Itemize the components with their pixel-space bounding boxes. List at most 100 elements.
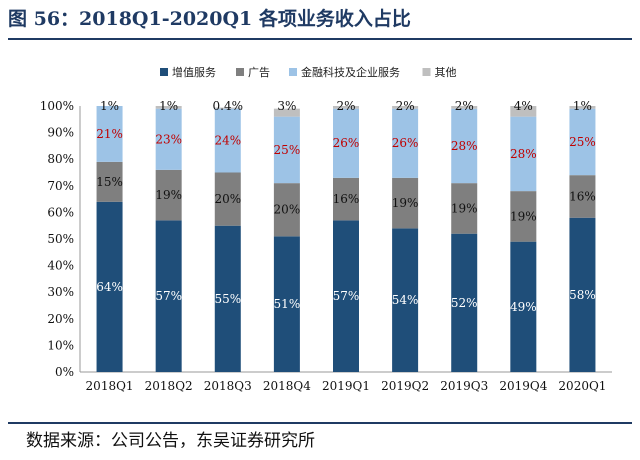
data-label: 28% bbox=[510, 147, 537, 161]
bar-segment bbox=[333, 177, 359, 221]
data-label: 3% bbox=[277, 99, 296, 113]
y-tick-label: 50% bbox=[47, 232, 74, 246]
x-tick-label: 2018Q2 bbox=[145, 379, 193, 393]
bar-segment bbox=[214, 107, 241, 109]
bar-segment bbox=[510, 191, 537, 242]
bar-segment bbox=[510, 106, 537, 117]
y-tick-label: 40% bbox=[47, 259, 74, 273]
data-label: 52% bbox=[451, 296, 478, 310]
y-tick-label: 10% bbox=[47, 338, 74, 352]
bar-segment bbox=[569, 108, 596, 176]
bar-segment bbox=[392, 228, 419, 372]
x-tick-label: 2018Q1 bbox=[86, 379, 134, 393]
bar-segment bbox=[510, 116, 537, 192]
y-tick-label: 20% bbox=[47, 312, 74, 326]
data-label: 21% bbox=[96, 127, 123, 141]
bar-segment bbox=[451, 183, 478, 234]
data-label: 0.4% bbox=[213, 99, 244, 113]
data-label: 19% bbox=[392, 196, 419, 210]
bar-segment bbox=[155, 220, 182, 372]
footer-divider bbox=[8, 422, 632, 424]
data-label: 57% bbox=[333, 289, 360, 303]
bar-segment bbox=[451, 233, 478, 372]
bar-segment bbox=[273, 183, 300, 237]
data-label: 20% bbox=[274, 203, 301, 217]
data-label: 26% bbox=[333, 136, 360, 150]
data-label: 15% bbox=[96, 175, 123, 189]
bar-segment bbox=[333, 106, 359, 109]
bar-segment bbox=[392, 177, 419, 229]
x-tick-label: 2020Q1 bbox=[558, 379, 606, 393]
bar-segment bbox=[569, 175, 596, 218]
data-label: 54% bbox=[392, 293, 419, 307]
data-label: 19% bbox=[451, 201, 478, 215]
data-label: 2% bbox=[396, 99, 415, 113]
y-tick-label: 70% bbox=[47, 179, 74, 193]
data-label: 58% bbox=[569, 288, 596, 302]
x-tick-label: 2019Q2 bbox=[381, 379, 429, 393]
title-divider bbox=[8, 38, 632, 40]
bar-segment bbox=[214, 225, 241, 372]
bar-segment bbox=[214, 108, 241, 173]
bar-segment bbox=[569, 217, 596, 372]
y-tick-label: 60% bbox=[47, 205, 74, 219]
bar-segment bbox=[273, 236, 300, 372]
bar-segment bbox=[96, 161, 123, 202]
x-tick-label: 2018Q4 bbox=[263, 379, 311, 393]
stacked-bar-chart: 增值服务 广告 金融科技及企业服务 其他 0% 10% 20% 30% 40% 50% 60% 70%… bbox=[40, 65, 612, 393]
legend-swatch-0 bbox=[160, 68, 168, 76]
bar-segment bbox=[451, 106, 478, 109]
bar-segment bbox=[155, 108, 182, 170]
bar-segment bbox=[214, 172, 241, 226]
legend-label-0: 增值服务 bbox=[172, 65, 216, 79]
data-label: 20% bbox=[214, 192, 241, 206]
data-label: 23% bbox=[155, 132, 182, 146]
bar-segment bbox=[510, 241, 537, 372]
y-tick-label: 80% bbox=[47, 152, 74, 166]
source-note: 数据来源：公司公告，东吴证券研究所 bbox=[26, 431, 315, 451]
bar-segment bbox=[333, 108, 359, 178]
bar-segment bbox=[451, 108, 478, 184]
data-label: 2% bbox=[455, 99, 474, 113]
legend-swatch-1 bbox=[236, 68, 244, 76]
data-label: 25% bbox=[569, 135, 596, 149]
bar-segment bbox=[155, 169, 182, 221]
data-label: 26% bbox=[392, 136, 419, 150]
y-tick-label: 100% bbox=[40, 99, 74, 113]
data-label: 24% bbox=[214, 134, 241, 148]
legend-label-1: 广告 bbox=[248, 66, 270, 79]
bar-segment bbox=[96, 106, 123, 162]
bar-segment bbox=[273, 116, 300, 184]
data-label: 64% bbox=[96, 280, 123, 294]
legend-label-3: 其他 bbox=[435, 66, 457, 79]
data-label: 28% bbox=[451, 139, 478, 153]
data-label: 57% bbox=[155, 289, 182, 303]
data-label: 2% bbox=[336, 99, 355, 113]
bar-segment bbox=[96, 201, 123, 372]
bar-segment bbox=[569, 106, 596, 109]
bar-segment bbox=[392, 108, 419, 178]
x-tick-label: 2018Q3 bbox=[204, 379, 252, 393]
y-tick-label: 0% bbox=[55, 365, 74, 379]
y-tick-label: 90% bbox=[47, 126, 74, 140]
bar-segment bbox=[155, 106, 182, 109]
data-label: 19% bbox=[155, 188, 182, 202]
legend-swatch-2 bbox=[289, 68, 297, 76]
data-label: 1% bbox=[573, 99, 592, 113]
bar-segment bbox=[273, 108, 300, 117]
data-label: 1% bbox=[159, 99, 178, 113]
bar-segment bbox=[392, 106, 419, 109]
data-label: 16% bbox=[333, 192, 360, 206]
data-label: 49% bbox=[510, 300, 537, 314]
data-label: 55% bbox=[214, 292, 241, 306]
data-label: 16% bbox=[569, 189, 596, 203]
chart-title: 图 56：2018Q1-2020Q1 各项业务收入占比 bbox=[8, 8, 411, 30]
data-label: 1% bbox=[100, 99, 119, 113]
legend-swatch-3 bbox=[422, 68, 431, 76]
x-tick-label: 2019Q1 bbox=[322, 379, 370, 393]
data-label: 51% bbox=[274, 297, 301, 311]
y-tick-label: 30% bbox=[47, 285, 74, 299]
x-tick-label: 2019Q3 bbox=[440, 379, 488, 393]
bar-segment bbox=[333, 220, 359, 372]
data-label: 25% bbox=[274, 143, 301, 157]
